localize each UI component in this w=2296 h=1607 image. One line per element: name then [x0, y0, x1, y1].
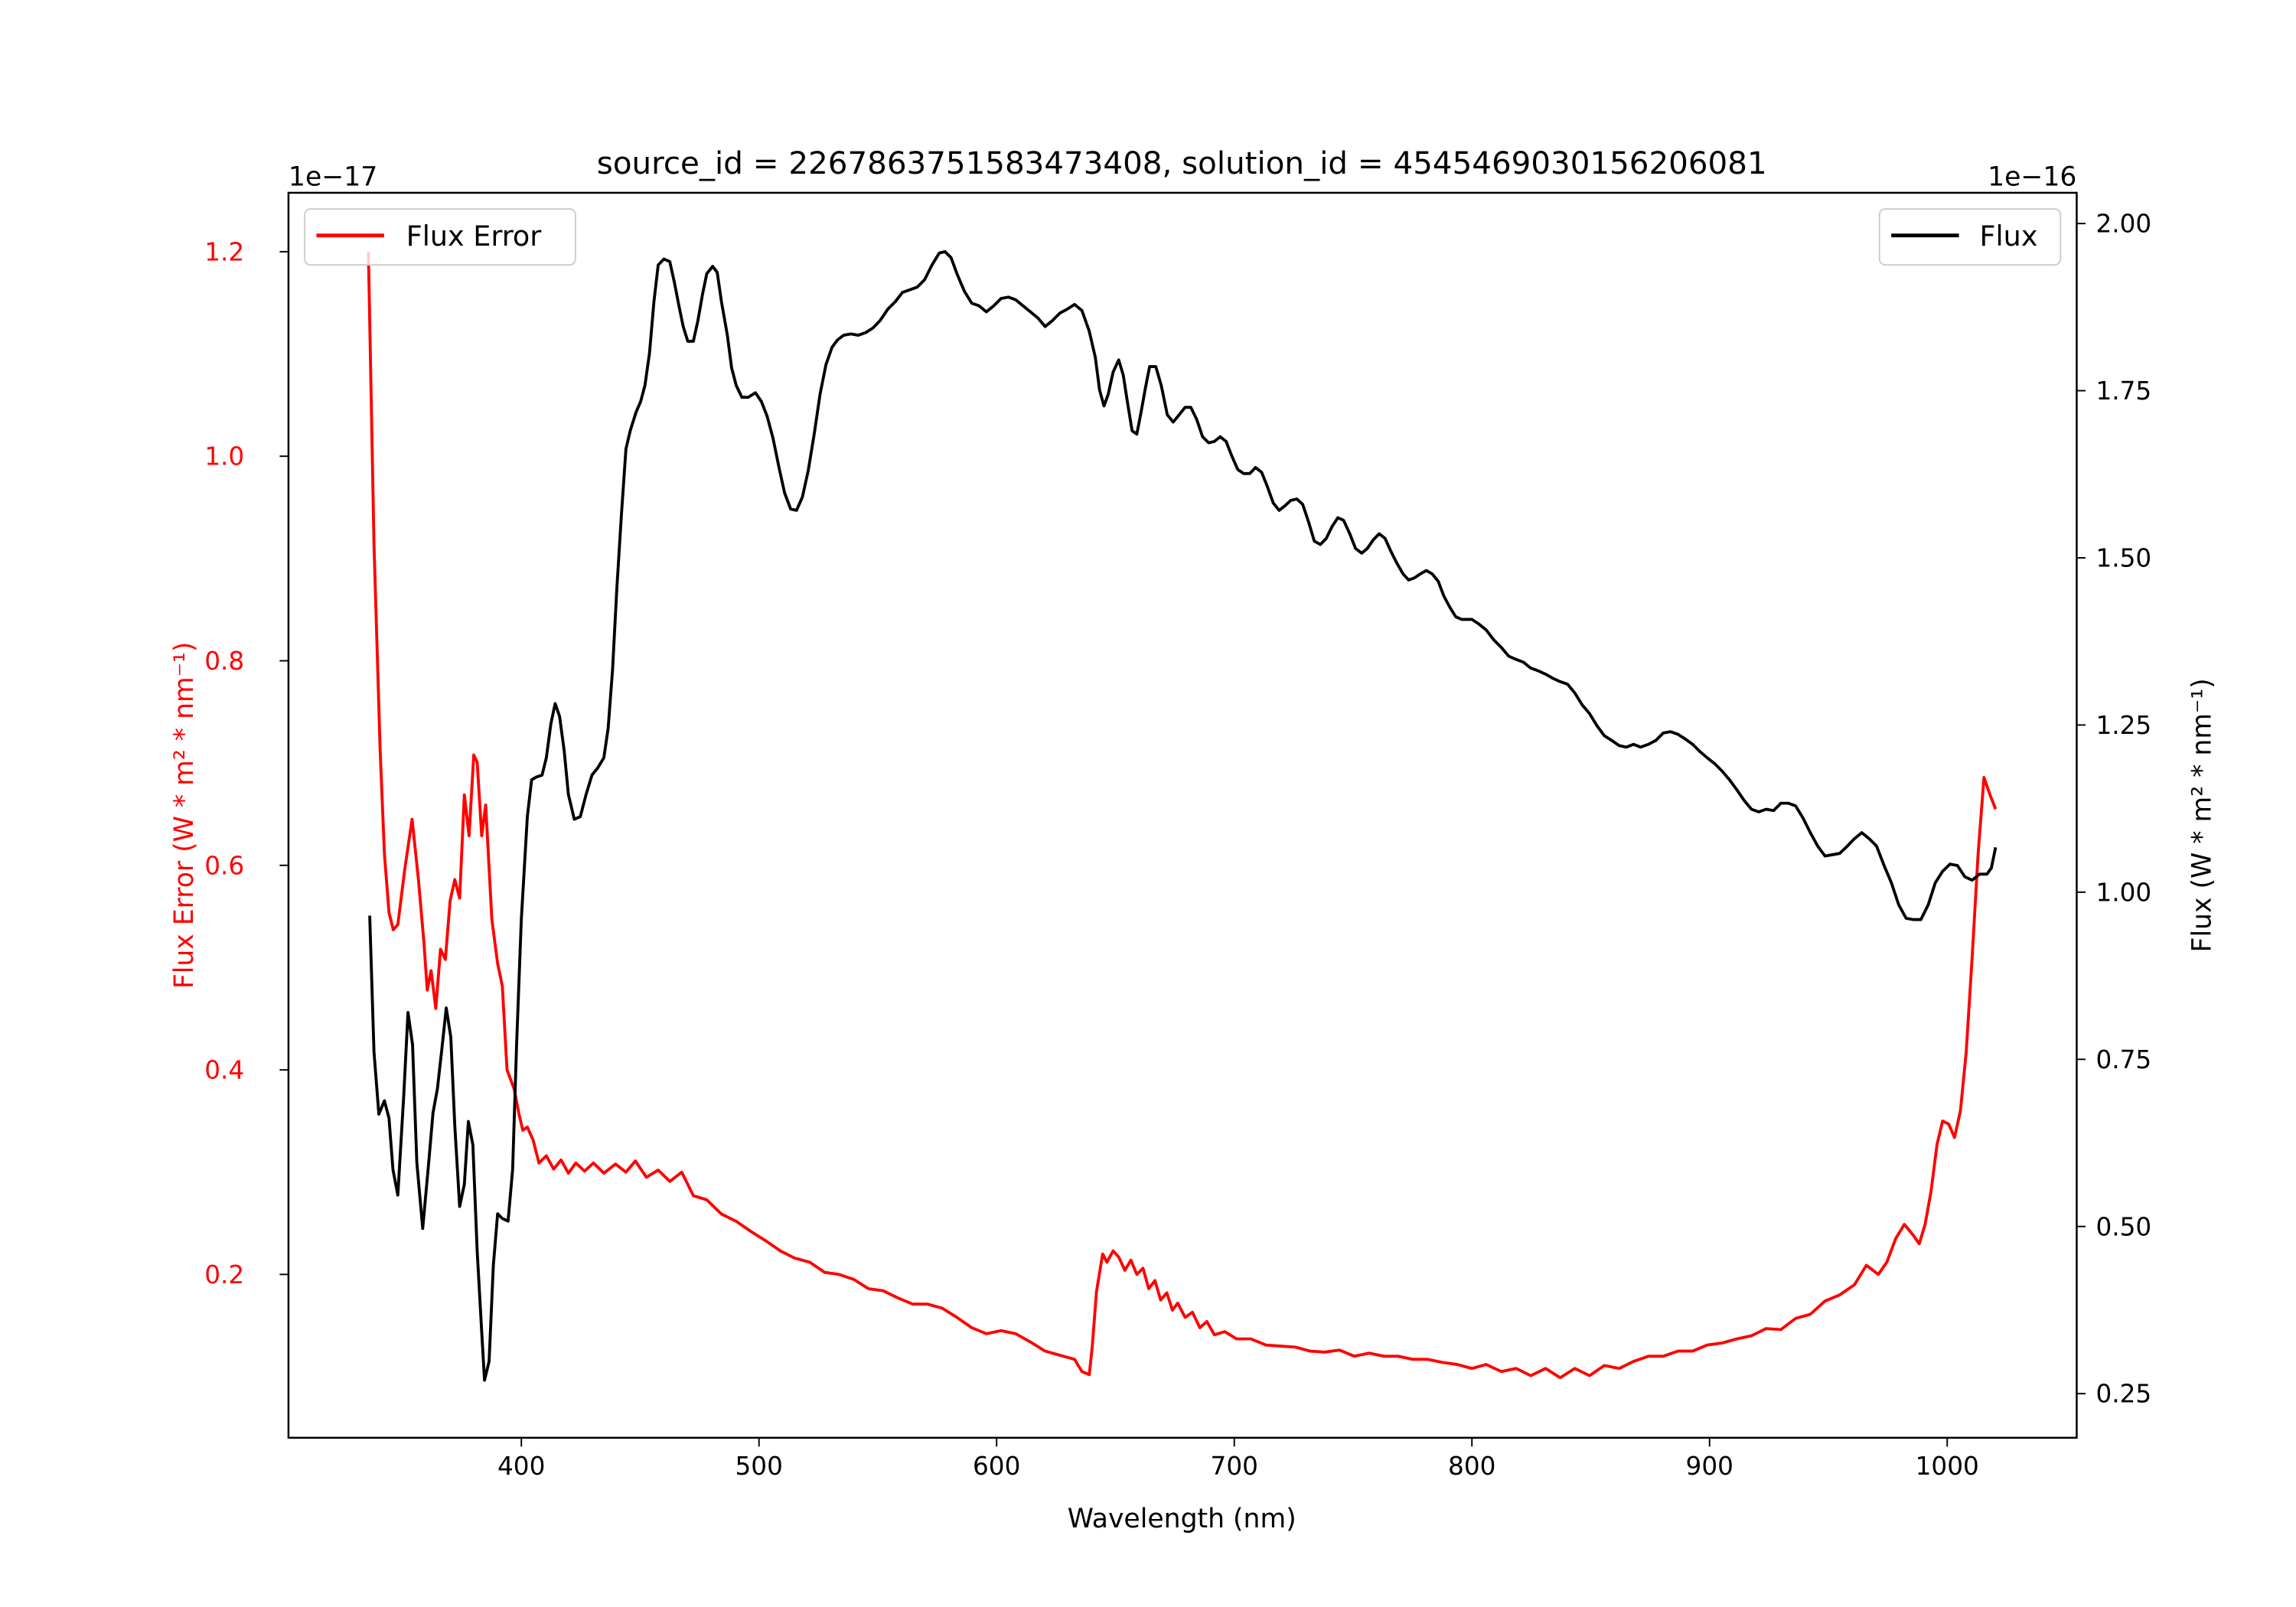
right-axis-offset: 1e−16 [1988, 161, 2076, 192]
x-tick-label: 800 [1448, 1452, 1495, 1481]
left-y-axis-label: Flux Error (W * m² * nm⁻¹) [169, 642, 200, 989]
right-y-axis-label: Flux (W * m² * nm⁻¹) [2187, 678, 2217, 952]
flux-error-line [367, 251, 1998, 1380]
x-axis-label: Wavelength (nm) [1068, 1504, 1296, 1534]
legend-flux: Flux [1878, 208, 2062, 266]
left-y-tick-label: 1.2 [204, 237, 244, 266]
left-y-tick-label: 0.8 [204, 647, 244, 676]
left-y-tick-label: 0.2 [204, 1260, 244, 1289]
left-axis-offset: 1e−17 [289, 161, 377, 192]
x-tick-label: 600 [973, 1452, 1020, 1481]
right-y-tick-label: 1.75 [2095, 376, 2151, 406]
right-y-tick-label: 0.25 [2095, 1380, 2151, 1409]
legend-flux-error-label: Flux Error [406, 220, 543, 253]
left-y-tick-label: 0.6 [204, 851, 244, 880]
left-y-tick-label: 0.4 [204, 1056, 244, 1085]
right-y-tick-label: 1.00 [2095, 878, 2151, 907]
right-y-tick-label: 1.25 [2095, 711, 2151, 740]
x-tick-label: 500 [735, 1452, 783, 1481]
right-y-tick-label: 1.50 [2095, 544, 2151, 573]
right-y-tick-label: 0.75 [2095, 1045, 2151, 1074]
legend-flux-label: Flux [1980, 220, 2038, 253]
x-tick-label: 900 [1686, 1452, 1733, 1481]
right-y-tick-label: 0.50 [2095, 1212, 2151, 1241]
right-y-tick-label: 2.00 [2095, 210, 2151, 239]
flux-line [368, 249, 1998, 1382]
x-tick-label: 700 [1211, 1452, 1258, 1481]
plot-frame [287, 191, 2078, 1439]
chart-title: source_id = 2267863751583473408, solutio… [597, 145, 1767, 181]
x-tick-label: 400 [497, 1452, 545, 1481]
left-y-tick-label: 1.0 [204, 442, 244, 471]
legend-flux-error: Flux Error [304, 208, 576, 266]
x-tick-label: 1000 [1916, 1452, 1979, 1481]
